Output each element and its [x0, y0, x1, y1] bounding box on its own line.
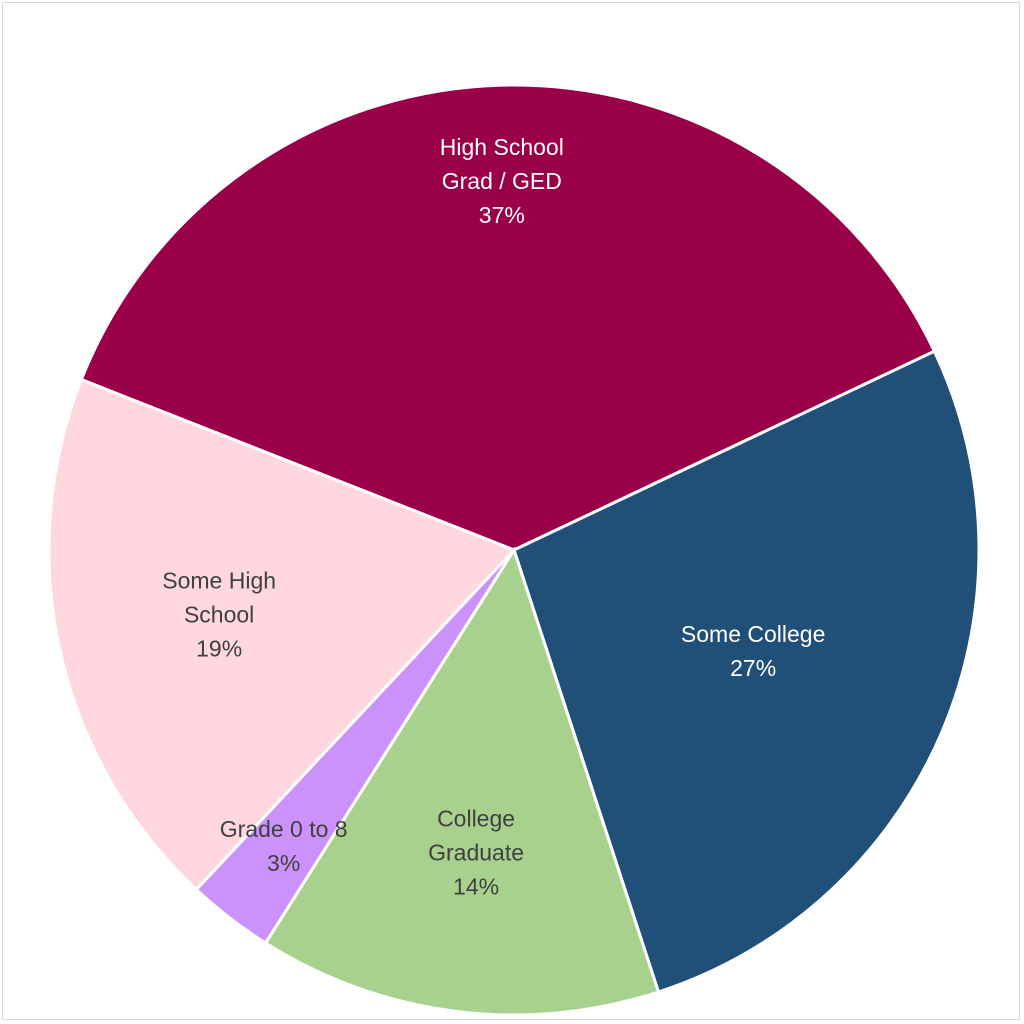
pie-slice-some-college: [512, 349, 981, 994]
slice-percent-label: 19%: [196, 636, 242, 662]
slice-category-label: Some College: [681, 621, 825, 647]
slice-percent-label: 27%: [730, 655, 776, 681]
slice-percent-label: 37%: [479, 202, 525, 228]
slice-label: Grade 0 to 8 3%: [220, 816, 348, 876]
pie-slice-high-school-grad-ged: [79, 83, 937, 552]
slice-category-label: Some High: [162, 568, 276, 594]
pie-slice-college-graduate: [263, 546, 661, 1017]
slice-label: Some College 27%: [681, 621, 825, 681]
slice-percent-label: 14%: [453, 874, 499, 900]
slice-category-label: Graduate: [428, 840, 524, 866]
slice-category-label: Grade 0 to 8: [220, 816, 348, 842]
slice-category-label: High School: [440, 134, 564, 160]
pie-slice-some-high-school: [47, 377, 517, 892]
slice-category-label: Grad / GED: [442, 168, 562, 194]
slice-category-label: College: [437, 806, 515, 832]
slice-label: College Graduate 14%: [428, 806, 524, 900]
slice-label: High School Grad / GED 37%: [440, 134, 564, 228]
slice-category-label: School: [184, 602, 254, 628]
slice-percent-label: 3%: [267, 850, 300, 876]
slice-label: Some High School 19%: [162, 568, 276, 662]
